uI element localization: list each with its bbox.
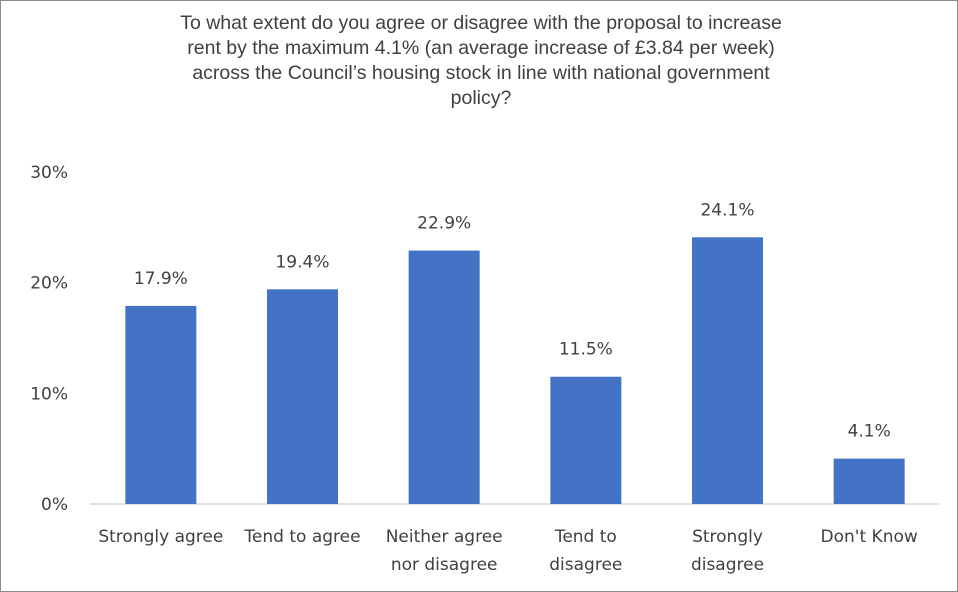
x-tick-label: disagree xyxy=(691,555,764,575)
x-tick-label: Tend to agree xyxy=(243,527,360,547)
bar xyxy=(550,376,622,504)
x-tick-label: Strongly agree xyxy=(98,527,223,547)
bar xyxy=(408,250,480,504)
bar xyxy=(833,458,905,504)
data-label: 24.1% xyxy=(700,200,754,220)
x-tick-label: Neither agree xyxy=(386,527,503,547)
data-label: 11.5% xyxy=(559,340,613,360)
data-label: 19.4% xyxy=(275,252,329,272)
chart-title-line: across the Council’s housing stock in li… xyxy=(192,62,770,84)
y-tick-label: 20% xyxy=(30,274,68,294)
chart-title-line: rent by the maximum 4.1% (an average inc… xyxy=(187,37,775,59)
data-label: 22.9% xyxy=(417,214,471,234)
bar xyxy=(692,237,763,504)
chart-title-line: To what extent do you agree or disagree … xyxy=(180,12,782,34)
x-tick-label: nor disagree xyxy=(391,555,498,575)
data-label: 17.9% xyxy=(134,269,188,289)
y-tick-label: 30% xyxy=(30,163,68,183)
data-label: 4.1% xyxy=(848,422,891,442)
y-tick-label: 0% xyxy=(41,495,68,515)
x-tick-label: Strongly xyxy=(692,527,763,547)
bar xyxy=(267,289,338,504)
x-tick-label: disagree xyxy=(549,555,622,575)
x-tick-label: Tend to xyxy=(554,527,617,547)
bar xyxy=(125,305,197,504)
chart-title-line: policy? xyxy=(450,87,512,109)
chart-title: To what extent do you agree or disagree … xyxy=(61,11,901,111)
x-tick-label: Don't Know xyxy=(821,527,918,547)
y-tick-label: 10% xyxy=(30,384,68,404)
